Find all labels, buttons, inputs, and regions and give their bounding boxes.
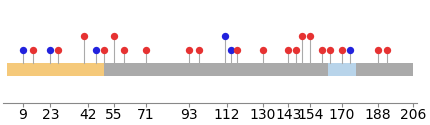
Point: [346, 49, 353, 51]
Point: [326, 49, 333, 51]
Point: [55, 49, 62, 51]
Point: [186, 49, 193, 51]
Point: [227, 49, 234, 51]
Bar: [7, 63, 104, 76]
Point: [111, 35, 117, 37]
Point: [299, 35, 306, 37]
Point: [47, 49, 54, 51]
Point: [221, 35, 228, 37]
Point: [374, 49, 381, 51]
Point: [81, 35, 88, 37]
Point: [293, 49, 300, 51]
Point: [285, 49, 292, 51]
Point: [142, 49, 149, 51]
Point: [19, 49, 26, 51]
Point: [92, 49, 99, 51]
Bar: [328, 63, 356, 76]
Point: [259, 49, 266, 51]
Point: [338, 49, 345, 51]
Bar: [7, 63, 413, 76]
Point: [307, 35, 313, 37]
Point: [29, 49, 36, 51]
Point: [384, 49, 391, 51]
Point: [120, 49, 127, 51]
Point: [101, 49, 108, 51]
Point: [233, 49, 240, 51]
Point: [319, 49, 326, 51]
Point: [196, 49, 203, 51]
